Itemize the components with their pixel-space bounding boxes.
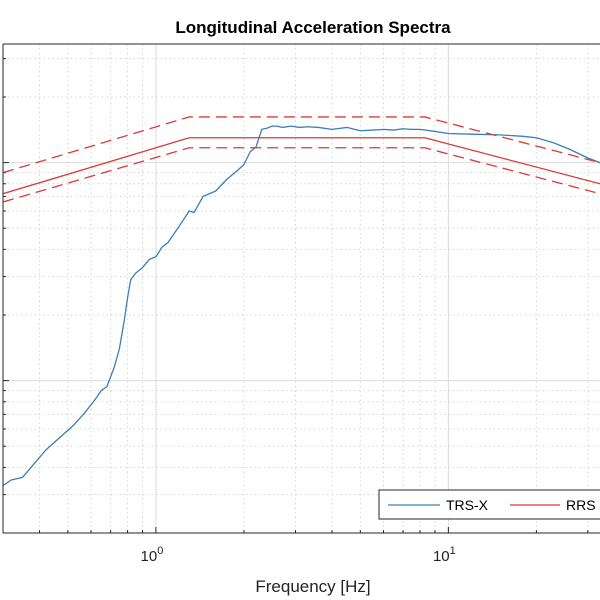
rrs-line	[3, 137, 600, 195]
legend-label-trs-x: TRS-X	[446, 497, 489, 513]
x-tick-label-0: 100	[141, 545, 164, 565]
chart-title: Longitudinal Acceleration Spectra	[175, 18, 451, 37]
plot-lines	[3, 116, 600, 487]
x-tick-label-1: 101	[433, 545, 456, 565]
plot-area	[3, 116, 600, 487]
trs-x-line	[3, 125, 600, 487]
legend-label-rrs: RRS	[566, 497, 596, 513]
x-ticks: 100 101	[2, 527, 589, 565]
rrs-lower-bound-line	[3, 147, 600, 203]
x-axis-label: Frequency [Hz]	[255, 577, 370, 596]
rrs-upper-bound-line	[3, 116, 600, 174]
legend: TRS-X RRS	[378, 489, 600, 520]
